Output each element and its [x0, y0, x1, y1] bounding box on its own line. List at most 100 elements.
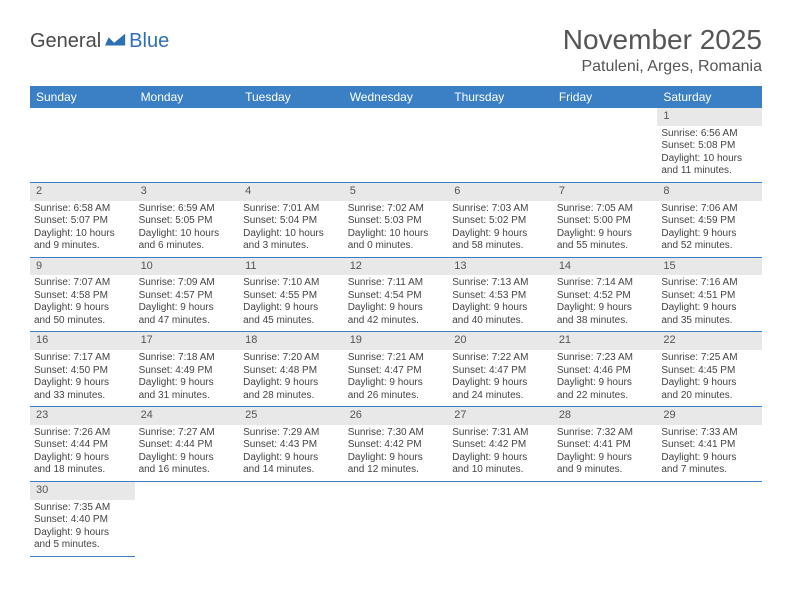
- day-detail: [239, 500, 344, 557]
- day-d2: and 35 minutes.: [661, 315, 758, 328]
- day-number: [553, 481, 658, 499]
- day-number-text: 14: [559, 260, 571, 272]
- day-sr: Sunrise: 6:56 AM: [661, 128, 758, 141]
- day-number-text: 16: [36, 334, 48, 346]
- day-ss: Sunset: 4:41 PM: [557, 439, 654, 452]
- day-ss: Sunset: 4:40 PM: [34, 514, 131, 527]
- calendar-table: Sunday Monday Tuesday Wednesday Thursday…: [30, 86, 762, 557]
- day-d1: Daylight: 9 hours: [139, 302, 236, 315]
- day-d1: Daylight: 10 hours: [243, 228, 340, 241]
- day-d1: Daylight: 9 hours: [557, 452, 654, 465]
- day-ss: Sunset: 4:43 PM: [243, 439, 340, 452]
- day-number-text: 19: [350, 334, 362, 346]
- logo-text-blue: Blue: [129, 30, 169, 53]
- day-detail: Sunrise: 7:14 AMSunset: 4:52 PMDaylight:…: [553, 275, 658, 332]
- day-detail: Sunrise: 7:25 AMSunset: 4:45 PMDaylight:…: [657, 350, 762, 407]
- day-sr: Sunrise: 7:16 AM: [661, 277, 758, 290]
- day-d1: Daylight: 9 hours: [348, 302, 445, 315]
- day-detail: Sunrise: 7:23 AMSunset: 4:46 PMDaylight:…: [553, 350, 658, 407]
- day-detail: Sunrise: 7:03 AMSunset: 5:02 PMDaylight:…: [448, 201, 553, 258]
- day-number-text: 11: [245, 260, 256, 272]
- day-d2: and 3 minutes.: [243, 240, 340, 253]
- day-number: 9: [30, 257, 135, 275]
- day-number: 5: [344, 182, 449, 200]
- day-detail: [657, 500, 762, 557]
- day-number: 3: [135, 182, 240, 200]
- day-number: 22: [657, 332, 762, 350]
- location: Patuleni, Arges, Romania: [563, 58, 762, 76]
- day-d1: Daylight: 9 hours: [34, 527, 131, 540]
- day-d2: and 0 minutes.: [348, 240, 445, 253]
- day-ss: Sunset: 4:54 PM: [348, 290, 445, 303]
- weekday-header-row: Sunday Monday Tuesday Wednesday Thursday…: [30, 86, 762, 108]
- daynum-row: 2345678: [30, 182, 762, 200]
- day-d2: and 12 minutes.: [348, 464, 445, 477]
- day-number-text: 23: [36, 409, 48, 421]
- day-number-text: 27: [454, 409, 466, 421]
- day-sr: Sunrise: 7:06 AM: [661, 203, 758, 216]
- day-d1: Daylight: 9 hours: [34, 377, 131, 390]
- day-d1: Daylight: 9 hours: [452, 377, 549, 390]
- day-d2: and 40 minutes.: [452, 315, 549, 328]
- day-d1: Daylight: 9 hours: [34, 452, 131, 465]
- day-d1: Daylight: 10 hours: [661, 153, 758, 166]
- day-sr: Sunrise: 7:01 AM: [243, 203, 340, 216]
- day-detail: [448, 500, 553, 557]
- weekday-header: Thursday: [448, 86, 553, 108]
- day-number-text: 25: [245, 409, 257, 421]
- day-ss: Sunset: 4:41 PM: [661, 439, 758, 452]
- day-number-text: 22: [663, 334, 675, 346]
- day-sr: Sunrise: 7:35 AM: [34, 502, 131, 515]
- day-d2: and 45 minutes.: [243, 315, 340, 328]
- day-number-text: 18: [245, 334, 257, 346]
- day-detail: Sunrise: 7:02 AMSunset: 5:03 PMDaylight:…: [344, 201, 449, 258]
- day-ss: Sunset: 4:50 PM: [34, 365, 131, 378]
- day-number: [657, 481, 762, 499]
- day-number-text: 4: [245, 185, 251, 197]
- day-ss: Sunset: 5:07 PM: [34, 215, 131, 228]
- day-number-text: 29: [663, 409, 675, 421]
- day-number: 7: [553, 182, 658, 200]
- day-d2: and 24 minutes.: [452, 390, 549, 403]
- day-number: 21: [553, 332, 658, 350]
- day-d1: Daylight: 9 hours: [34, 302, 131, 315]
- day-number: 17: [135, 332, 240, 350]
- day-sr: Sunrise: 7:30 AM: [348, 427, 445, 440]
- day-ss: Sunset: 4:53 PM: [452, 290, 549, 303]
- day-detail: Sunrise: 7:33 AMSunset: 4:41 PMDaylight:…: [657, 425, 762, 482]
- day-d2: and 11 minutes.: [661, 165, 758, 178]
- day-sr: Sunrise: 7:11 AM: [348, 277, 445, 290]
- weekday-header: Friday: [553, 86, 658, 108]
- day-d2: and 52 minutes.: [661, 240, 758, 253]
- detail-row: Sunrise: 6:56 AMSunset: 5:08 PMDaylight:…: [30, 126, 762, 183]
- day-detail: Sunrise: 6:59 AMSunset: 5:05 PMDaylight:…: [135, 201, 240, 258]
- day-detail: Sunrise: 7:01 AMSunset: 5:04 PMDaylight:…: [239, 201, 344, 258]
- day-ss: Sunset: 4:51 PM: [661, 290, 758, 303]
- day-d1: Daylight: 9 hours: [243, 377, 340, 390]
- day-number: 18: [239, 332, 344, 350]
- day-detail: Sunrise: 7:13 AMSunset: 4:53 PMDaylight:…: [448, 275, 553, 332]
- day-detail: Sunrise: 7:26 AMSunset: 4:44 PMDaylight:…: [30, 425, 135, 482]
- day-d1: Daylight: 10 hours: [34, 228, 131, 241]
- day-ss: Sunset: 4:52 PM: [557, 290, 654, 303]
- day-number-text: 6: [454, 185, 460, 197]
- day-sr: Sunrise: 7:05 AM: [557, 203, 654, 216]
- day-number: 14: [553, 257, 658, 275]
- day-ss: Sunset: 4:49 PM: [139, 365, 236, 378]
- day-sr: Sunrise: 6:58 AM: [34, 203, 131, 216]
- day-d1: Daylight: 9 hours: [139, 452, 236, 465]
- day-sr: Sunrise: 7:07 AM: [34, 277, 131, 290]
- day-d1: Daylight: 9 hours: [452, 302, 549, 315]
- day-number-text: 28: [559, 409, 571, 421]
- day-sr: Sunrise: 7:23 AM: [557, 352, 654, 365]
- header: General Blue November 2025 Patuleni, Arg…: [30, 24, 762, 76]
- day-number-text: 2: [36, 185, 42, 197]
- daynum-row: 30: [30, 481, 762, 499]
- weekday-header: Tuesday: [239, 86, 344, 108]
- day-ss: Sunset: 5:04 PM: [243, 215, 340, 228]
- day-detail: Sunrise: 7:29 AMSunset: 4:43 PMDaylight:…: [239, 425, 344, 482]
- day-detail: Sunrise: 7:21 AMSunset: 4:47 PMDaylight:…: [344, 350, 449, 407]
- day-sr: Sunrise: 7:33 AM: [661, 427, 758, 440]
- day-number-text: 5: [350, 185, 356, 197]
- day-d2: and 9 minutes.: [557, 464, 654, 477]
